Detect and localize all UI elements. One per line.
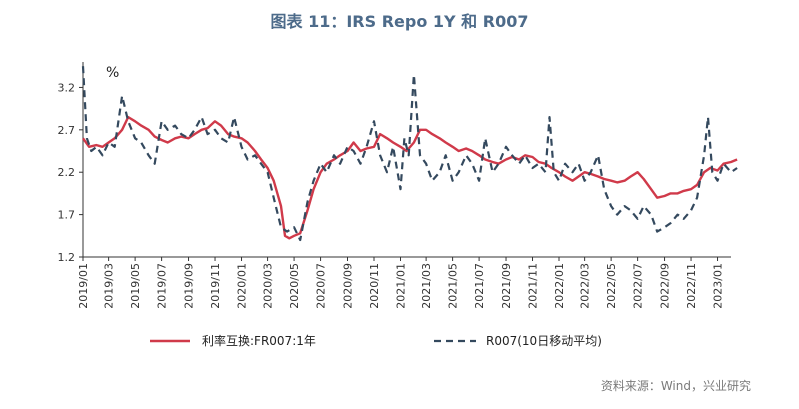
- x-tick-label: 2022/03: [579, 263, 592, 309]
- x-tick-label: 2021/09: [500, 263, 513, 309]
- x-tick-label: 2021/05: [447, 263, 460, 309]
- x-tick-label: 2020/05: [288, 263, 301, 309]
- series-line-irs: [82, 115, 738, 240]
- x-tick-label: 2022/11: [685, 263, 698, 309]
- legend-label-r007: R007(10日移动平均): [486, 334, 602, 348]
- legend-label-irs: 利率互换:FR007:1年: [202, 333, 316, 348]
- y-unit-label: %: [106, 65, 119, 81]
- x-tick-label: 2020/03: [262, 263, 275, 309]
- x-tick-label: 2020/11: [368, 263, 381, 309]
- x-tick-label: 2021/11: [527, 263, 540, 309]
- x-tick-label: 2022/05: [605, 263, 618, 309]
- x-tick-label: 2019/01: [77, 263, 90, 309]
- y-tick-label: 3.2: [58, 81, 76, 94]
- x-tick-label: 2019/03: [103, 263, 116, 309]
- legend: 利率互换:FR007:1年 R007(10日移动平均): [150, 333, 602, 348]
- x-tick-label: 2019/05: [129, 263, 142, 309]
- x-tick-label: 2019/11: [209, 263, 222, 309]
- y-tick-label: 2.7: [58, 124, 76, 137]
- x-tick-label: 2020/07: [315, 263, 328, 309]
- y-tick-label: 1.2: [58, 251, 76, 264]
- x-tick-label: 2023/01: [712, 263, 725, 309]
- x-tick-label: 2021/01: [394, 263, 407, 309]
- x-tick-label: 2022/09: [659, 263, 672, 309]
- x-tick-label: 2022/07: [632, 263, 645, 309]
- x-tick-label: 2020/01: [236, 263, 249, 309]
- x-tick-label: 2021/03: [420, 263, 433, 309]
- source-note: 资料来源：Wind，兴业研究: [600, 379, 751, 393]
- x-tick-label: 2020/09: [341, 263, 354, 309]
- x-tick-label: 2021/07: [473, 263, 486, 309]
- series-line-r007: [81, 66, 738, 242]
- chart-title: 图表 11：IRS Repo 1Y 和 R007: [270, 12, 529, 31]
- y-tick-label: 2.2: [58, 166, 76, 179]
- x-tick-label: 2019/09: [183, 263, 196, 309]
- x-tick-label: 2022/01: [553, 263, 566, 309]
- x-tick-label: 2019/07: [156, 263, 169, 309]
- y-tick-label: 1.7: [58, 209, 76, 222]
